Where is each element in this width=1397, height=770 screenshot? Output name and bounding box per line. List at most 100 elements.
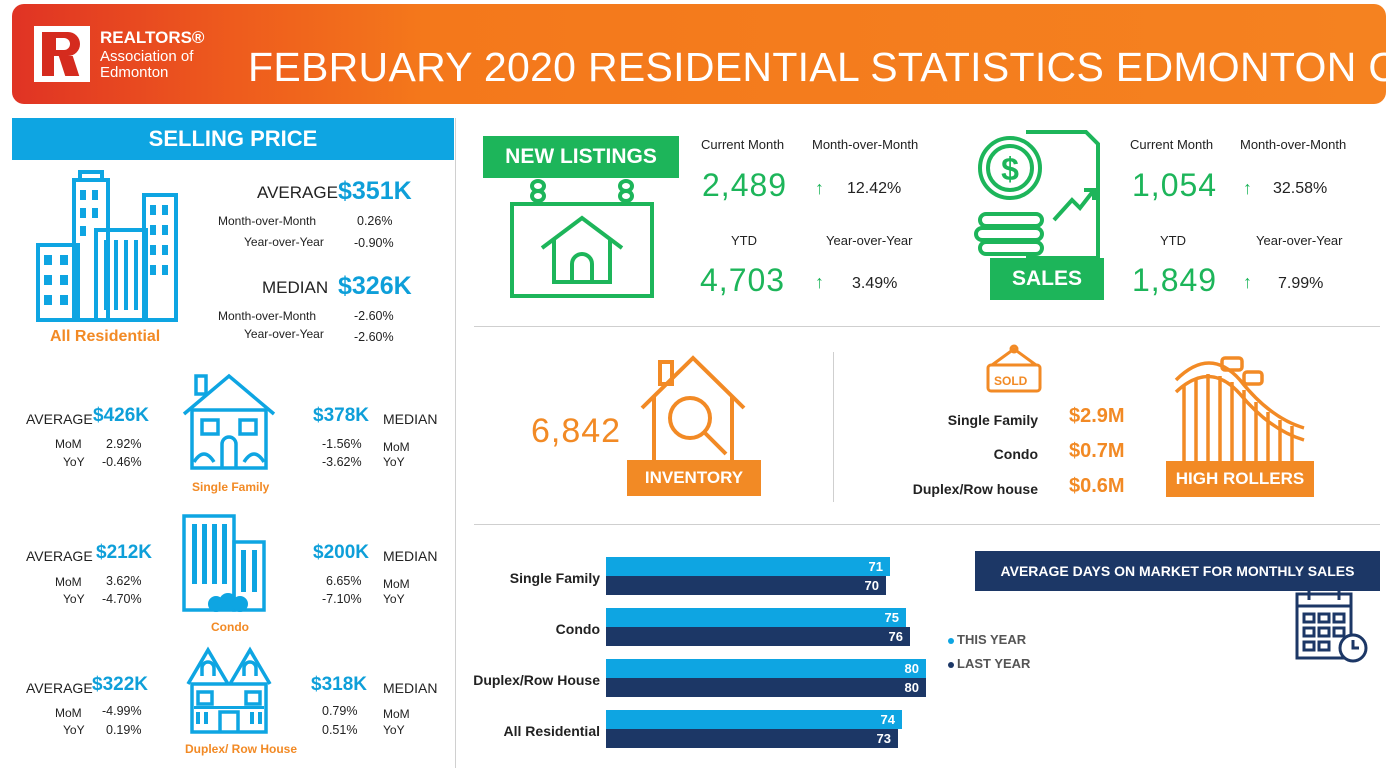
legend-this-year: THIS YEAR	[948, 632, 1026, 647]
hr-duplex-label: Duplex/Row house	[912, 481, 1038, 497]
sales-current-value: 1,054	[1132, 167, 1218, 203]
sf-median-value: $378K	[313, 405, 369, 426]
all-avg-yoy-label: Year-over-Year	[244, 235, 324, 249]
condo-median-value: $200K	[313, 542, 369, 563]
selling-price-banner: SELLING PRICE	[12, 118, 454, 160]
condo-yoy-label: YoY	[63, 592, 85, 606]
duplex-med-mom: 0.79%	[322, 704, 358, 718]
condo-med-yoy-label: YoY	[383, 592, 405, 606]
nl-current-value: 2,489	[702, 167, 788, 203]
nl-yoy-up-arrow-icon: ↑	[815, 272, 824, 292]
calendar-clock-icon	[1295, 588, 1368, 663]
high-rollers-banner: HIGH ROLLERS	[1166, 461, 1314, 497]
condo-building-icon	[182, 514, 266, 612]
legend-last-year-label: LAST YEAR	[957, 656, 1031, 671]
bar-last-year: 80	[606, 678, 926, 697]
duplex-caption: Duplex/ Row House	[185, 742, 298, 756]
hr-condo-value: $0.7M	[1069, 440, 1125, 462]
sales-ytd-value: 1,849	[1132, 262, 1218, 298]
org-name-line2: Association of	[100, 48, 194, 65]
sf-mom-label: MoM	[55, 437, 82, 451]
all-average-value: $351K	[338, 177, 412, 205]
hr-duplex-value: $0.6M	[1069, 475, 1125, 497]
duplex-mom-label: MoM	[55, 706, 82, 720]
sf-yoy-label: YoY	[63, 455, 85, 469]
sales-yoy-value: 7.99%	[1278, 275, 1324, 292]
realtors-logo	[34, 26, 90, 82]
hr-single-family-label: Single Family	[947, 412, 1038, 428]
duplex-med-yoy: 0.51%	[322, 723, 358, 737]
sales-ytd-label: YTD	[1160, 233, 1186, 248]
sf-med-mom-label: MoM	[383, 440, 410, 454]
roller-coaster-icon	[1174, 356, 1305, 468]
duplex-med-yoy-label: YoY	[383, 723, 405, 737]
listing-sign-icon	[510, 179, 654, 298]
bar-this-year: 74	[606, 710, 902, 729]
nl-mom-label: Month-over-Month	[812, 137, 919, 152]
bar-this-year: 80	[606, 659, 926, 678]
svg-text:$: $	[1001, 151, 1019, 187]
inventory-house-search-icon	[640, 355, 746, 462]
all-average-label: AVERAGE	[257, 183, 338, 202]
all-avg-mom-label: Month-over-Month	[218, 214, 317, 228]
duplex-med-mom-label: MoM	[383, 707, 410, 721]
all-med-mom-label: Month-over-Month	[218, 309, 317, 323]
bar-last-year: 73	[606, 729, 898, 748]
sales-mom-label: Month-over-Month	[1240, 137, 1347, 152]
nl-mom-up-arrow-icon: ↑	[815, 178, 824, 198]
duplex-median-label: MEDIAN	[383, 680, 438, 696]
condo-average-value: $212K	[96, 542, 152, 563]
page-title: FEBRUARY 2020 RESIDENTIAL STATISTICS EDM…	[248, 44, 1386, 90]
bar-last-year: 70	[606, 576, 886, 595]
sf-avg-yoy: -0.46%	[102, 455, 142, 469]
buildings-icon	[36, 170, 178, 322]
sales-banner: SALES	[990, 258, 1104, 300]
condo-med-mom: 6.65%	[326, 574, 362, 588]
single-family-house-icon	[182, 373, 276, 470]
org-name-line3: Edmonton	[100, 64, 169, 81]
sf-average-value: $426K	[93, 405, 149, 426]
chart-category-label: All Residential	[503, 723, 600, 739]
condo-avg-yoy: -4.70%	[102, 592, 142, 606]
inventory-value: 6,842	[531, 412, 622, 450]
section-divider	[833, 352, 834, 502]
days-on-market-banner: AVERAGE DAYS ON MARKET FOR MONTHLY SALES	[975, 551, 1380, 591]
condo-med-mom-label: MoM	[383, 577, 410, 591]
section-divider	[474, 326, 1380, 327]
all-med-mom-value: -2.60%	[354, 309, 394, 323]
all-median-value: $326K	[338, 272, 412, 300]
nl-yoy-label: Year-over-Year	[826, 233, 913, 248]
sales-current-month-label: Current Month	[1130, 137, 1214, 152]
legend-this-year-swatch	[948, 637, 954, 644]
duplex-avg-mom: -4.99%	[102, 704, 142, 718]
condo-mom-label: MoM	[55, 575, 82, 589]
duplex-yoy-label: YoY	[63, 723, 85, 737]
legend-last-year: LAST YEAR	[948, 656, 1030, 671]
sf-median-label: MEDIAN	[383, 411, 438, 427]
section-divider	[474, 524, 1380, 525]
bar-last-year: 76	[606, 627, 910, 646]
sales-mom-value: 32.58%	[1273, 180, 1328, 197]
sf-med-yoy: -3.62%	[322, 455, 362, 469]
sales-mom-up-arrow-icon: ↑	[1243, 178, 1252, 198]
legend-last-year-swatch	[948, 661, 954, 668]
duplex-median-value: $318K	[311, 674, 367, 695]
nl-yoy-value: 3.49%	[852, 275, 898, 292]
days-on-market-chart: Single Family 71 70 Condo 75 76 Duplex/Row Hou…	[400, 540, 960, 770]
nl-mom-value: 12.42%	[847, 180, 902, 197]
duplex-avg-yoy: 0.19%	[106, 723, 142, 737]
condo-med-yoy: -7.10%	[322, 592, 362, 606]
sf-med-mom: -1.56%	[322, 437, 362, 451]
all-med-yoy-label: Year-over-Year	[244, 327, 324, 341]
legend-this-year-label: THIS YEAR	[957, 632, 1027, 647]
duplex-average-value: $322K	[92, 674, 148, 695]
hr-condo-label: Condo	[993, 446, 1038, 462]
sf-avg-mom: 2.92%	[106, 437, 142, 451]
bar-this-year: 71	[606, 557, 890, 576]
header-banner: REALTORS® Association of Edmonton FEBRUA…	[12, 4, 1386, 104]
all-avg-mom-value: 0.26%	[357, 214, 393, 228]
all-avg-yoy-value: -0.90%	[354, 236, 394, 250]
duplex-average-label: AVERAGE	[26, 680, 93, 696]
chart-category-label: Single Family	[509, 570, 600, 586]
sales-money-icon: $	[974, 130, 1100, 260]
